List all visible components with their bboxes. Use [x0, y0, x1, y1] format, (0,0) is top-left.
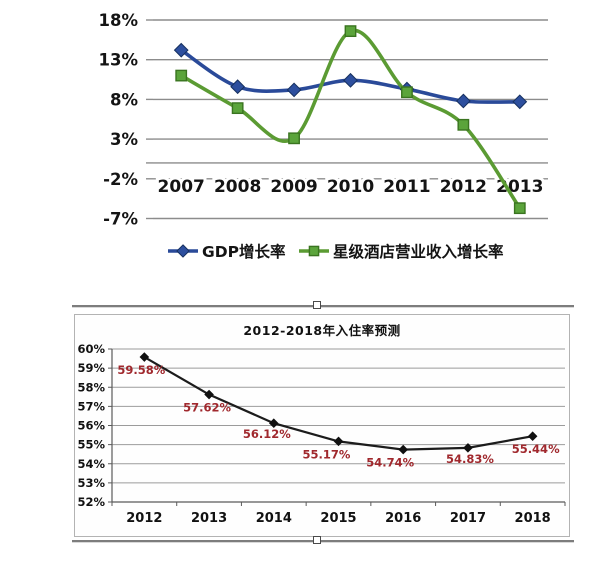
selection-border-top: [72, 305, 574, 308]
data-label: 54.83%: [446, 452, 494, 466]
gdp-vs-hotel-revenue-growth-chart: 18% 13% 8% 3% -2% -7% 2007 2008 2009 2010 2011 2012…: [99, 11, 548, 261]
y-axis-label: 52%: [77, 495, 105, 509]
x-axis-label: 2013: [496, 177, 543, 197]
x-axis-label: 2016: [385, 511, 421, 526]
series-1-marker: [175, 69, 188, 82]
series-0-marker: [173, 42, 189, 58]
series-0-marker: [286, 82, 302, 98]
series-1-marker: [344, 25, 357, 38]
data-label: 55.44%: [512, 442, 560, 456]
chart-title: 2012-2018年入住率预测: [243, 323, 401, 338]
series-marker: [268, 418, 279, 429]
series-0-marker: [455, 93, 471, 109]
y-axis-label: 58%: [77, 380, 105, 394]
legend-marker: [176, 244, 190, 258]
x-axis-label: 2012: [126, 511, 162, 526]
x-axis-label: 2011: [383, 177, 430, 197]
legend-marker: [308, 245, 320, 257]
x-axis-label: 2017: [450, 511, 486, 526]
series-1-marker: [401, 86, 413, 99]
y-axis-label: -2%: [103, 170, 138, 189]
series-1-marker: [457, 118, 470, 131]
x-axis-label: 2009: [270, 177, 317, 197]
x-axis-label: 2010: [327, 177, 374, 197]
y-axis-label: 56%: [77, 419, 105, 433]
series-0-marker: [512, 94, 528, 110]
series-marker: [139, 352, 150, 362]
series-1-marker: [231, 102, 244, 115]
resize-handle-top[interactable]: [313, 301, 321, 309]
y-axis-label: 57%: [77, 399, 105, 413]
x-axis-label: 2015: [320, 511, 356, 526]
occupancy-forecast-plot: 60% 59% 58% 57% 56% 55% 54% 53% 52% 2012 2013 2014 2…: [77, 342, 566, 526]
series-marker: [333, 436, 344, 447]
series-1-marker: [513, 202, 526, 215]
series-1-marker: [288, 132, 300, 145]
x-axis-label: 2012: [440, 177, 487, 197]
selection-border-bottom: [72, 540, 574, 543]
series-marker: [204, 389, 214, 400]
x-axis-label: 2014: [256, 511, 292, 526]
y-axis-label: 59%: [77, 361, 105, 375]
y-axis-label: 8%: [110, 90, 138, 109]
series-0-marker: [343, 72, 358, 88]
data-label: 55.17%: [303, 447, 351, 461]
data-label: 54.74%: [366, 456, 414, 470]
legend-item-0: GDP增长率: [168, 242, 286, 261]
series-marker: [398, 444, 409, 455]
legend-item-1: 星级酒店营业收入增长率: [299, 242, 504, 261]
series-0-marker: [230, 79, 246, 95]
x-axis-label: 2007: [158, 177, 205, 197]
y-axis-label: -7%: [103, 210, 138, 229]
y-axis-label: 60%: [77, 342, 105, 356]
legend-label: 星级酒店营业收入增长率: [333, 242, 504, 261]
y-axis-label: 18%: [99, 11, 139, 30]
x-axis-label: 2018: [515, 511, 551, 526]
occupancy-forecast-chart: 2012-2018年入住率预测 60% 59% 58% 57% 56% 55% 54% 53%…: [74, 314, 570, 537]
series-marker: [527, 431, 538, 442]
resize-handle-bottom[interactable]: [313, 536, 321, 544]
data-label: 59.58%: [117, 363, 165, 377]
data-label: 56.12%: [243, 427, 291, 441]
y-axis-label: 3%: [110, 130, 138, 149]
x-axis-label: 2013: [191, 511, 227, 526]
data-label: 57.62%: [183, 401, 231, 415]
y-axis-label: 53%: [77, 476, 105, 490]
y-axis-label: 13%: [99, 51, 139, 70]
x-axis-label: 2008: [214, 177, 261, 197]
series-marker: [463, 443, 473, 453]
y-axis-label: 55%: [77, 438, 105, 452]
y-axis-label: 54%: [77, 457, 105, 471]
legend-label: GDP增长率: [202, 242, 286, 261]
